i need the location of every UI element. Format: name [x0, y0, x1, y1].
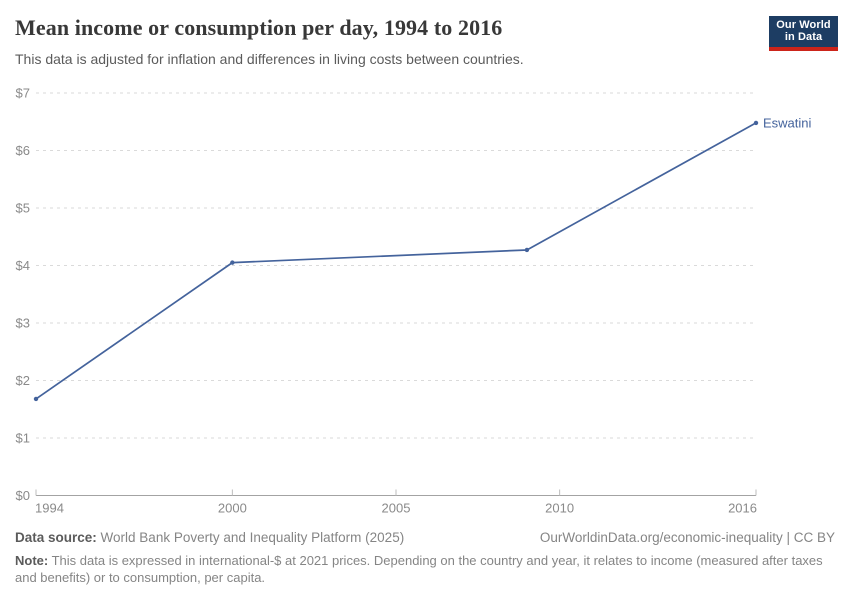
x-axis-tick-label: 2005	[382, 501, 411, 516]
x-axis-tick-label: 2010	[545, 501, 574, 516]
y-axis-tick-label: $0	[16, 488, 30, 503]
chart-canvas: $0 $1 $2 $3 $4 $5 $6 $7 1994 2000 2005 2010 2016 Eswa…	[16, 86, 812, 516]
y-axis-tick-label: $2	[16, 373, 30, 388]
owid-logo: Our World in Data	[769, 16, 838, 51]
y-axis-tick-label: $1	[16, 431, 30, 446]
header: Mean income or consumption per day, 1994…	[15, 14, 835, 68]
data-point-marker	[524, 247, 530, 253]
chart-title: Mean income or consumption per day, 1994…	[15, 15, 503, 40]
series-line	[35, 122, 757, 400]
data-source-label: Data source:	[15, 530, 97, 545]
chart-subtitle: This data is adjusted for inflation and …	[15, 51, 524, 67]
x-axis-tick-label: 2000	[218, 501, 247, 516]
y-axis-tick-label: $7	[16, 86, 30, 101]
x-axis-tick-label: 2016	[728, 501, 757, 516]
y-axis-tick-label: $3	[16, 316, 30, 331]
y-axis-tick-label: $6	[16, 143, 30, 158]
data-source-value: World Bank Poverty and Inequality Platfo…	[100, 530, 405, 545]
owid-logo-line1: Our World	[776, 19, 831, 31]
y-axis-tick-label: $5	[16, 201, 30, 216]
line-chart: $0 $1 $2 $3 $4 $5 $6 $7 1994 2000 2005 2010 2016 Eswa…	[0, 80, 850, 525]
data-point-marker	[753, 120, 759, 126]
data-source: Data source: World Bank Poverty and Ineq…	[15, 530, 404, 545]
footnote-value: This data is expressed in international-…	[15, 553, 823, 585]
y-axis-tick-label: $4	[16, 258, 30, 273]
footnote-label: Note:	[15, 553, 49, 568]
data-point-marker	[33, 396, 39, 402]
series-end-label: Eswatini	[763, 115, 812, 130]
owid-link[interactable]: OurWorldinData.org/economic-inequality |…	[539, 530, 835, 545]
owid-logo-line2: in Data	[784, 31, 823, 43]
x-axis-tick-label: 1994	[35, 501, 64, 516]
footnote: Note: This data is expressed in internat…	[15, 552, 823, 586]
footer: Data source: World Bank Poverty and Ineq…	[15, 530, 835, 586]
data-point-marker	[230, 260, 235, 265]
